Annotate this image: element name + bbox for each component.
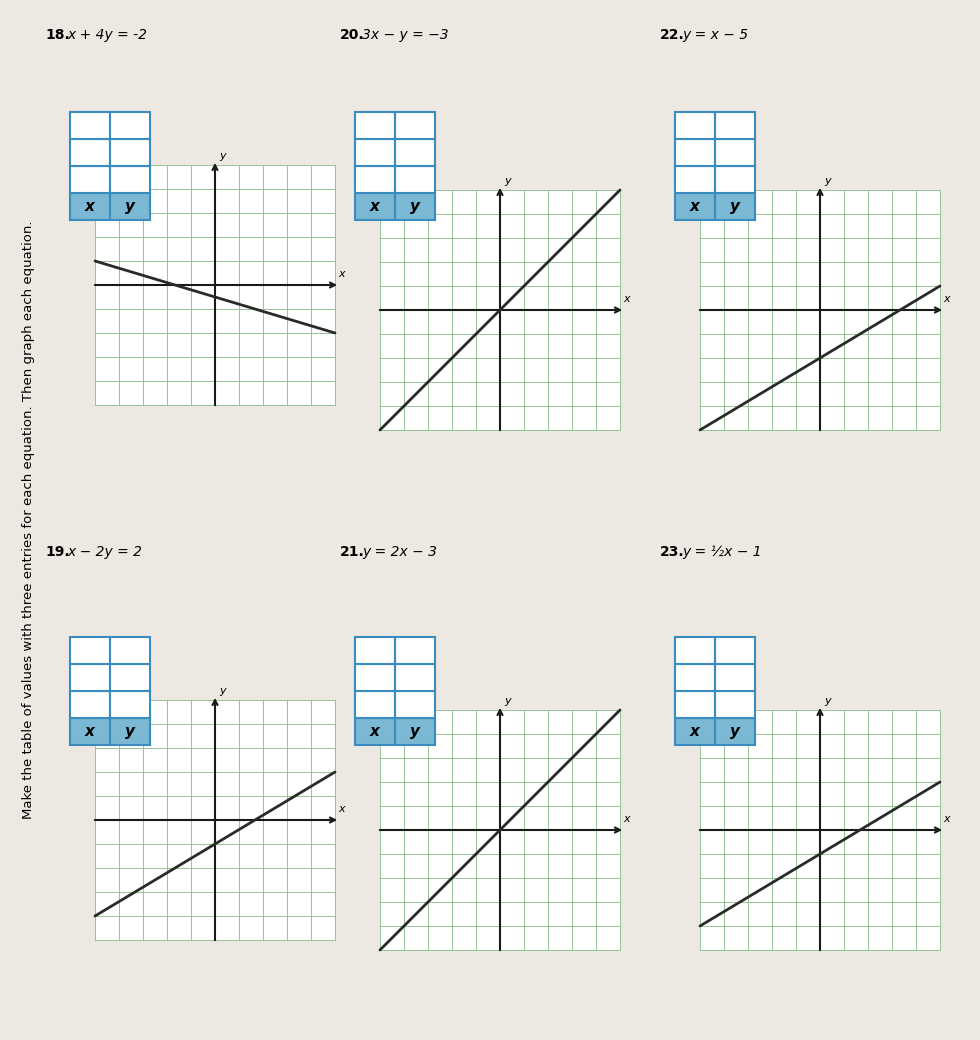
Bar [95, 165, 335, 405]
Bar [675, 636, 715, 664]
Text: 23.: 23. [660, 545, 685, 560]
Bar [675, 664, 715, 691]
Bar [70, 636, 110, 664]
Bar [675, 718, 715, 745]
Text: 20.: 20. [340, 28, 365, 42]
Bar [110, 139, 150, 166]
Bar [70, 691, 110, 718]
Text: x: x [370, 199, 380, 214]
Bar [70, 166, 110, 193]
Bar [395, 664, 435, 691]
Bar [355, 112, 395, 139]
Bar [715, 691, 755, 718]
Bar [355, 664, 395, 691]
Bar [395, 112, 435, 139]
Bar [715, 193, 755, 220]
Bar [715, 112, 755, 139]
Bar [715, 636, 755, 664]
Text: y: y [824, 176, 831, 186]
Bar [355, 718, 395, 745]
Bar [70, 718, 110, 745]
Bar [395, 139, 435, 166]
Bar [110, 112, 150, 139]
Bar [110, 636, 150, 664]
Bar [715, 139, 755, 166]
Bar [675, 112, 715, 139]
Bar [395, 166, 435, 193]
Text: x: x [943, 814, 950, 824]
Bar [110, 166, 150, 193]
Text: x − 2y = 2: x − 2y = 2 [67, 545, 142, 560]
Bar [715, 166, 755, 193]
Bar [675, 193, 715, 220]
Bar [715, 664, 755, 691]
Bar [380, 190, 620, 430]
Text: y: y [730, 199, 740, 214]
Text: 21.: 21. [340, 545, 365, 560]
Text: y = x − 5: y = x − 5 [682, 28, 748, 42]
Text: Make the table of values with three entries for each equation. Then graph each e: Make the table of values with three entr… [22, 220, 34, 820]
Text: x: x [623, 814, 629, 824]
Text: y: y [504, 176, 511, 186]
Bar [70, 139, 110, 166]
Text: 18.: 18. [45, 28, 70, 42]
Text: y: y [410, 199, 420, 214]
Bar [395, 691, 435, 718]
Text: x: x [370, 724, 380, 739]
Bar [675, 139, 715, 166]
Text: x + 4y = -2: x + 4y = -2 [67, 28, 147, 42]
Bar [110, 691, 150, 718]
Bar [110, 193, 150, 220]
Bar [700, 710, 940, 950]
Text: x: x [338, 804, 345, 814]
Bar [380, 710, 620, 950]
Text: y: y [219, 151, 225, 161]
Text: x: x [690, 199, 700, 214]
Text: x: x [85, 199, 95, 214]
Text: y: y [730, 724, 740, 739]
Text: y: y [219, 686, 225, 696]
Bar [70, 112, 110, 139]
Bar [355, 691, 395, 718]
Bar [110, 718, 150, 745]
Bar [355, 193, 395, 220]
Text: 19.: 19. [45, 545, 70, 560]
Bar [355, 166, 395, 193]
Bar [70, 664, 110, 691]
Text: x: x [690, 724, 700, 739]
Text: x: x [623, 294, 629, 304]
Text: y: y [125, 199, 135, 214]
Text: x: x [338, 269, 345, 279]
Text: x: x [943, 294, 950, 304]
Bar [95, 700, 335, 940]
Text: y: y [410, 724, 420, 739]
Bar [395, 636, 435, 664]
Bar [700, 190, 940, 430]
Text: x: x [85, 724, 95, 739]
Bar [715, 718, 755, 745]
Bar [675, 166, 715, 193]
Bar [675, 691, 715, 718]
Text: y: y [504, 696, 511, 706]
Bar [70, 193, 110, 220]
Text: 22.: 22. [660, 28, 685, 42]
Text: 3x − y = −3: 3x − y = −3 [362, 28, 449, 42]
Bar [395, 718, 435, 745]
Bar [355, 139, 395, 166]
Text: y: y [125, 724, 135, 739]
Bar [395, 193, 435, 220]
Bar [110, 664, 150, 691]
Text: y = 2x − 3: y = 2x − 3 [362, 545, 437, 560]
Bar [355, 636, 395, 664]
Text: y: y [824, 696, 831, 706]
Text: y = ½x − 1: y = ½x − 1 [682, 545, 761, 560]
